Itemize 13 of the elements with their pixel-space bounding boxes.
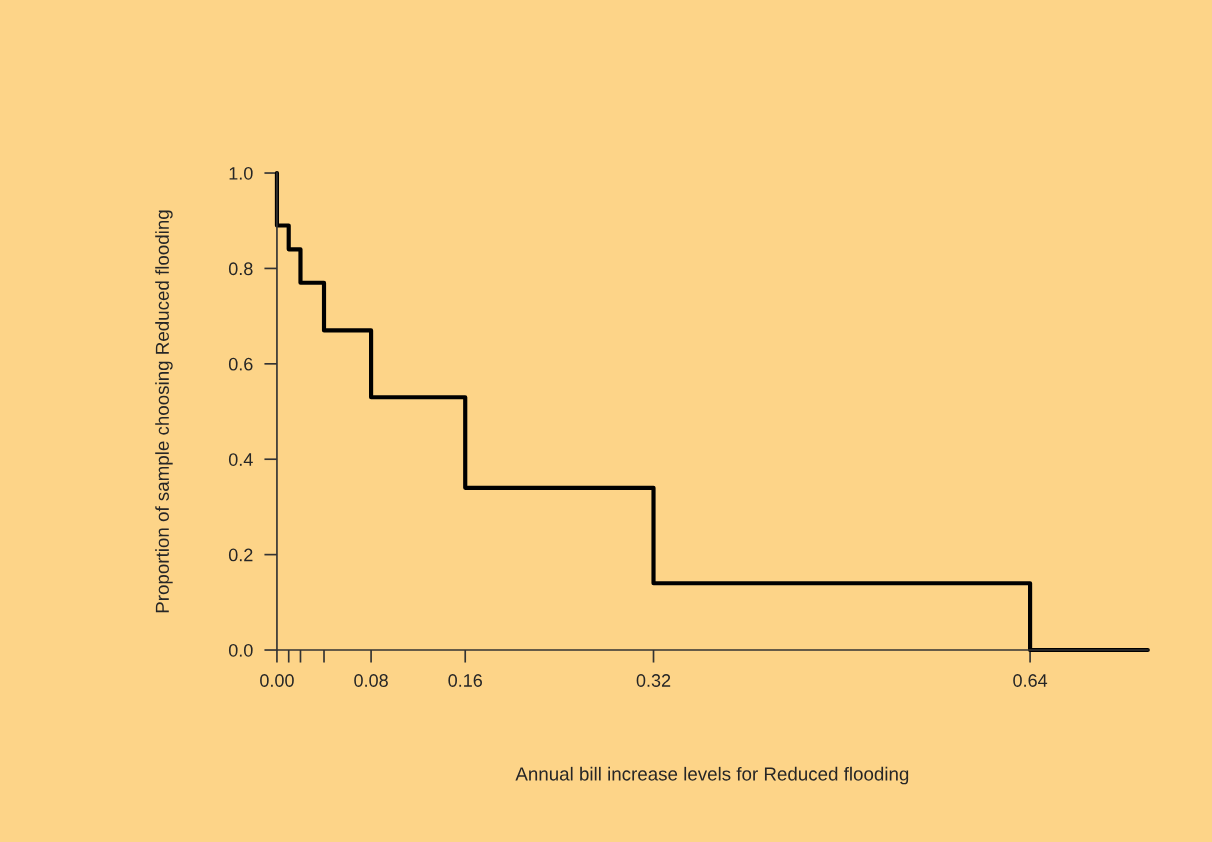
- y-tick-label: 0.4: [228, 453, 253, 466]
- y-tick-label: 0.6: [228, 357, 253, 371]
- y-axis-title: Proportion of sample choosing Reduced flooding: [155, 210, 173, 613]
- x-tick-label: 0.64: [1013, 674, 1048, 687]
- y-tick-label: 0.0: [228, 643, 253, 657]
- x-tick-label: 0.16: [448, 674, 483, 687]
- y-tick-label: 1.0: [229, 166, 253, 180]
- x-tick-label: 0.08: [354, 674, 388, 687]
- y-tick-label: 0.8: [228, 262, 253, 276]
- y-tick-label: 0.2: [228, 548, 253, 562]
- x-tick-label: 0.32: [636, 674, 671, 687]
- x-tick-label: 0.00: [260, 674, 294, 687]
- x-axis-title: Annual bill increase levels for Reduced flooding: [515, 766, 909, 785]
